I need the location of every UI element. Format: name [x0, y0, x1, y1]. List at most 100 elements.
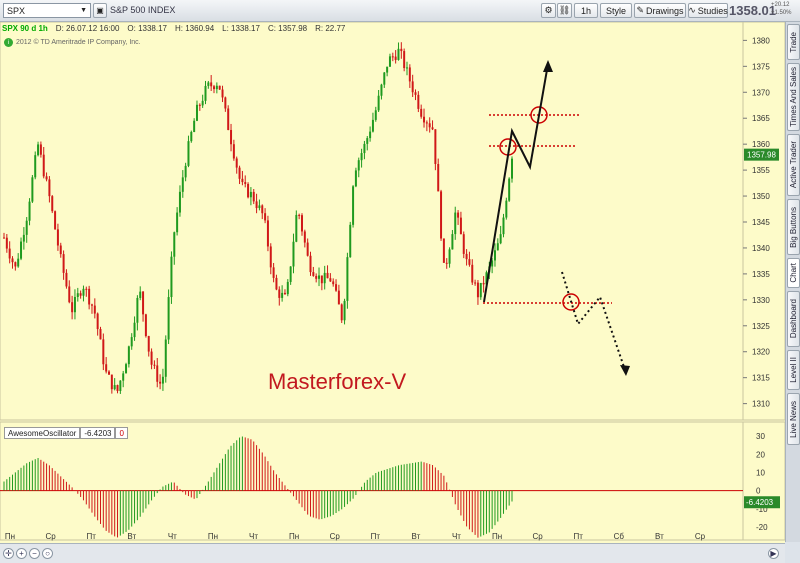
oscillator-name: AwesomeOscillator	[4, 427, 81, 439]
drawings-button[interactable]: ✎ Drawings	[634, 3, 686, 18]
sidebar-tab-trade[interactable]: Trade	[787, 24, 800, 60]
chart-area[interactable]: 1380 1375 1370 1365 1360 1355 1350 1345 1340 1335…	[0, 22, 785, 563]
symbol-input[interactable]: SPX ▼	[3, 3, 91, 18]
candle-body	[437, 164, 440, 192]
scroll-right-icon[interactable]: ▶	[768, 548, 779, 559]
sidebar-tab-active-trader[interactable]: Active Trader	[787, 134, 800, 196]
wrench-icon: ⚙	[544, 5, 553, 15]
drawings-label: Drawings	[646, 5, 684, 16]
price-tick-label: 1370	[752, 88, 770, 97]
time-tick-label: Пт	[574, 532, 584, 541]
candle-body	[462, 234, 465, 254]
candle-body	[139, 291, 142, 298]
oscillator-label[interactable]: AwesomeOscillator -6.4203 0	[4, 427, 128, 440]
osc-tick-label: 10	[756, 468, 765, 477]
candle-body	[408, 67, 411, 82]
style-button[interactable]: Style	[600, 3, 632, 18]
candle-body	[252, 191, 255, 202]
candle-body	[363, 143, 366, 154]
candle-body	[54, 211, 57, 230]
link-icon: ⛓	[558, 5, 571, 15]
candle-body	[357, 160, 360, 171]
candle-body	[3, 237, 5, 239]
candle-body	[65, 272, 68, 287]
candle-body	[14, 262, 17, 267]
candle-body	[108, 371, 111, 375]
time-tick-label: Пн	[5, 532, 15, 541]
price-tick-label: 1345	[752, 218, 770, 227]
time-tick-label: Пт	[371, 532, 381, 541]
candle-body	[374, 110, 377, 120]
bearish-projection-path	[561, 271, 626, 371]
candle-body	[380, 84, 383, 96]
chart-svg[interactable]: 1380 1375 1370 1365 1360 1355 1350 1345 1340 1335…	[0, 22, 785, 543]
candle-body	[366, 138, 369, 144]
zoom-out-icon[interactable]: −	[29, 548, 40, 559]
candle-body	[96, 313, 99, 330]
candle-body	[261, 205, 264, 214]
candle-body	[445, 262, 448, 264]
candle-body	[326, 272, 329, 279]
sidebar-tab-label: Trade	[789, 31, 798, 53]
candle-body	[249, 191, 252, 198]
symbol-value: SPX	[7, 5, 26, 16]
price-tick-label: 1310	[752, 400, 770, 409]
settings-button[interactable]: ⚙	[541, 3, 556, 18]
candle-body	[195, 104, 198, 121]
candle-body	[371, 119, 374, 132]
candle-body	[337, 290, 340, 305]
studies-button[interactable]: ∿ Studies	[688, 3, 728, 18]
sidebar-tab-live-news[interactable]: Live News	[787, 393, 800, 445]
candle-body	[278, 289, 281, 298]
symbol-lookup-button[interactable]: ▣	[93, 3, 107, 18]
candle-body	[474, 282, 477, 284]
candle-body	[318, 275, 321, 279]
candle-body	[420, 108, 423, 117]
zoom-in-icon[interactable]: +	[16, 548, 27, 559]
candle-body	[505, 200, 508, 218]
price-tick-label: 1330	[752, 296, 770, 305]
price-tick-label: 1375	[752, 62, 770, 71]
candle-body	[184, 165, 187, 178]
candle-body	[215, 85, 218, 90]
time-tick-label: Ср	[330, 532, 341, 541]
sidebar-tab-level-ii[interactable]: Level II	[787, 350, 800, 390]
candle-body	[431, 127, 434, 130]
sidebar-tab-big-buttons[interactable]: Big Buttons	[787, 199, 800, 255]
candle-body	[457, 212, 460, 218]
crosshair-icon[interactable]: ✛	[3, 548, 14, 559]
osc-tick-label: -20	[756, 523, 768, 532]
candle-body	[68, 286, 71, 303]
candle-body	[218, 85, 221, 90]
candle-body	[34, 155, 37, 178]
sidebar-tab-chart[interactable]: Chart	[787, 258, 800, 288]
interval-button[interactable]: 1h	[574, 3, 598, 18]
candle-body	[241, 178, 244, 183]
candle-body	[391, 56, 394, 58]
sidebar-tab-dashboard[interactable]: Dashboard	[787, 291, 800, 347]
candle-body	[5, 237, 8, 249]
candle-body	[493, 250, 496, 261]
osc-tick-label: -10	[756, 505, 768, 514]
candle-body	[119, 380, 122, 391]
zoom-reset-icon[interactable]: ○	[42, 548, 53, 559]
bar-range: R: 22.77	[315, 24, 346, 33]
candle-body	[130, 337, 133, 347]
candle-body	[90, 304, 93, 306]
candle-body	[164, 339, 167, 377]
candle-body	[255, 201, 258, 209]
candle-body	[71, 302, 74, 313]
sidebar-tab-label: Dashboard	[789, 299, 798, 339]
link-button[interactable]: ⛓	[557, 3, 572, 18]
osc-tick-label: 0	[756, 487, 761, 496]
sidebar-tab-times-and-sales[interactable]: Times And Sales	[787, 63, 800, 131]
candle-body	[51, 196, 54, 212]
candle-body	[283, 292, 286, 295]
chevron-down-icon[interactable]: ▼	[80, 7, 87, 14]
candle-body	[230, 129, 233, 145]
candle-body	[295, 214, 298, 242]
bullish-arrowhead	[543, 60, 553, 72]
candle-body	[411, 81, 414, 93]
candle-body	[25, 220, 28, 235]
sidebar-tab-label: Big Buttons	[789, 206, 798, 248]
